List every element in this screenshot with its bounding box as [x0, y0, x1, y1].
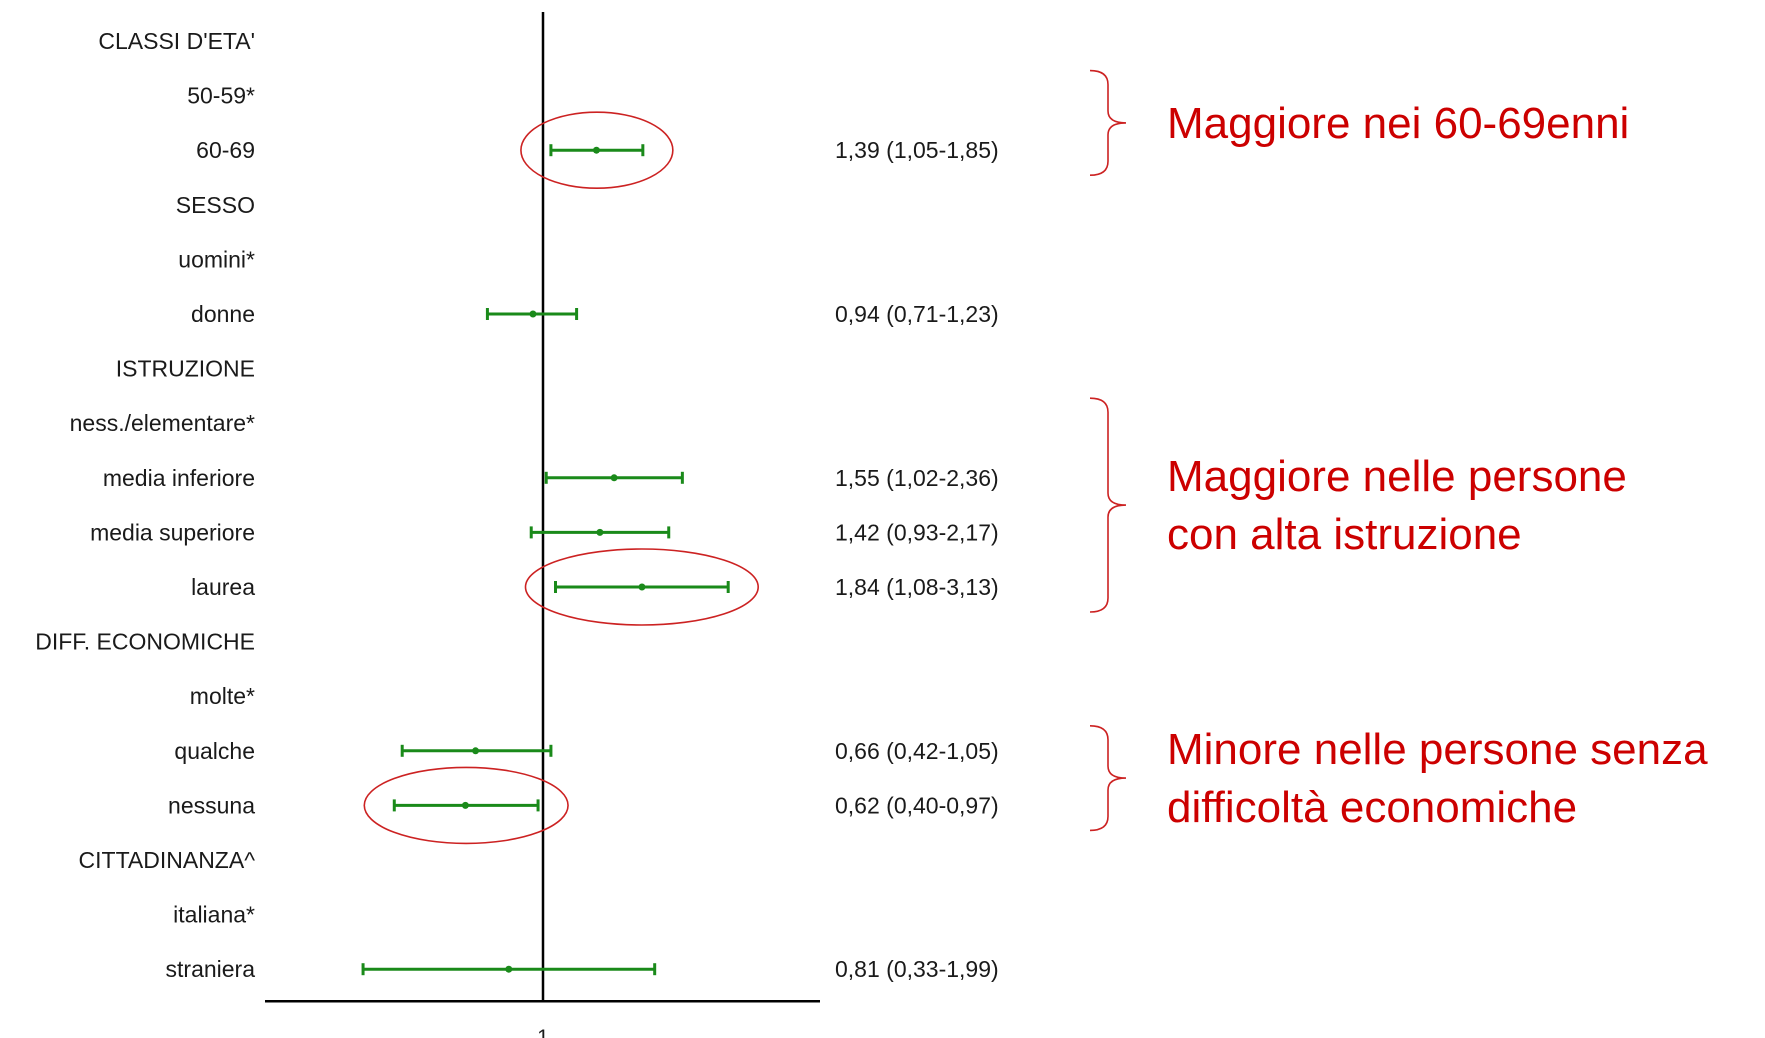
annotation-text: Maggiore nei 60-69enni — [1167, 99, 1629, 148]
highlight-ellipse — [524, 548, 759, 626]
point-estimate — [610, 474, 618, 482]
annotations: Maggiore nei 60-69enni Maggiore nelle per… — [1089, 69, 1708, 832]
annotation-brace — [1089, 397, 1127, 613]
row-label: media superiore — [90, 519, 255, 545]
row-label: donne — [191, 301, 255, 327]
odds-ratio-value: 1,55 (1,02-2,36) — [835, 465, 999, 491]
section-header: SESSO — [176, 192, 255, 218]
annotation-text: difficoltà economiche — [1167, 783, 1577, 832]
point-estimate — [638, 583, 646, 591]
highlight-ellipse — [520, 111, 674, 189]
point-estimate — [529, 310, 537, 318]
row-label: media inferiore — [103, 465, 255, 491]
row-label: ness./elementare* — [70, 410, 255, 436]
point-estimate — [592, 146, 600, 154]
plot-area: 1 — [265, 12, 820, 1038]
row-label: qualche — [174, 738, 255, 764]
odds-ratio-column: 1,39 (1,05-1,85) 0,94 (0,71-1,23) 1,55 (1,… — [835, 137, 999, 982]
odds-ratio-value: 1,39 (1,05-1,85) — [835, 137, 999, 163]
row-label: laurea — [191, 574, 255, 600]
odds-ratio-value: 0,62 (0,40-0,97) — [835, 792, 999, 818]
point-estimate — [596, 528, 604, 536]
section-header: DIFF. ECONOMICHE — [35, 629, 255, 655]
odds-ratio-value: 1,84 (1,08-3,13) — [835, 574, 999, 600]
row-label: italiana* — [173, 902, 255, 928]
row-labels: CLASSI D'ETA' 50-59* 60-69 SESSO uomini* donn… — [35, 28, 255, 982]
section-header: ISTRUZIONE — [116, 356, 255, 382]
row-label: 50-59* — [187, 83, 255, 109]
row-label: uomini* — [178, 246, 255, 272]
odds-ratio-value: 0,81 (0,33-1,99) — [835, 956, 999, 982]
annotation-brace — [1089, 725, 1127, 832]
point-estimate — [472, 747, 480, 755]
point-estimate — [505, 965, 513, 973]
annotation-text: con alta istruzione — [1167, 510, 1522, 559]
row-label: 60-69 — [196, 137, 255, 163]
odds-ratio-value: 1,42 (0,93-2,17) — [835, 519, 999, 545]
point-estimate — [461, 801, 469, 809]
odds-ratio-value: 0,94 (0,71-1,23) — [835, 301, 999, 327]
x-tick-label: 1 — [537, 1026, 549, 1038]
annotation-text: Minore nelle persone senza — [1167, 725, 1708, 774]
row-label: nessuna — [168, 792, 255, 818]
row-label: straniera — [166, 956, 256, 982]
row-label: molte* — [190, 683, 255, 709]
highlight-ellipse — [363, 766, 569, 845]
section-header: CITTADINANZA^ — [79, 847, 256, 873]
annotation-brace — [1089, 69, 1127, 176]
section-header: CLASSI D'ETA' — [98, 28, 255, 54]
odds-ratio-value: 0,66 (0,42-1,05) — [835, 738, 999, 764]
annotation-text: Maggiore nelle persone — [1167, 452, 1627, 501]
